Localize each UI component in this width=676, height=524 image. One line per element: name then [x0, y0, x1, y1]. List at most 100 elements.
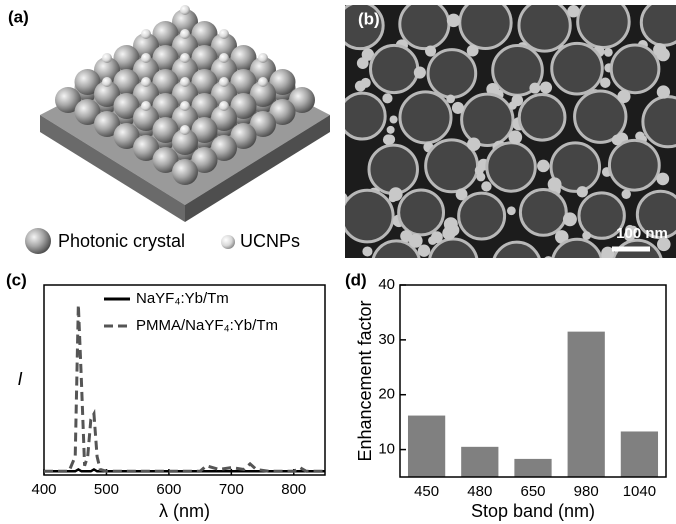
x-tick-label: 500	[94, 481, 119, 498]
panel-a	[40, 5, 330, 222]
sem-particle	[657, 85, 670, 98]
sem-particle	[601, 269, 614, 282]
x-tick-label: 650	[520, 483, 545, 500]
bar	[514, 459, 551, 477]
sphere	[172, 159, 198, 185]
nanoparticle	[180, 101, 190, 111]
sem-particle	[382, 93, 392, 103]
x-tick-label: 800	[281, 481, 306, 498]
sem-particle	[540, 81, 552, 93]
bar	[408, 416, 445, 477]
sem-particle	[334, 91, 343, 100]
sem-particle	[622, 190, 631, 199]
sem-grain	[641, 0, 676, 45]
sem-particle	[447, 14, 461, 28]
sem-grain	[460, 0, 511, 48]
nanoparticle	[219, 29, 229, 39]
sem-grain	[462, 94, 513, 145]
x-tick-label: 600	[156, 481, 181, 498]
sem-particle	[548, 177, 562, 191]
nanoparticle	[180, 53, 190, 63]
sem-particle	[507, 206, 516, 215]
x-tick-label: 400	[31, 481, 56, 498]
sem-particle	[467, 0, 479, 1]
nanoparticle	[219, 77, 229, 87]
panel-label: (a)	[8, 7, 29, 26]
sem-particle	[467, 137, 481, 151]
sem-particle	[657, 173, 670, 186]
sem-particle	[335, 192, 347, 204]
x-tick-label: 480	[467, 483, 492, 500]
legend-sphere	[25, 228, 51, 254]
nanoparticle	[180, 29, 190, 39]
nanoparticle	[180, 77, 190, 87]
sem-particle	[556, 0, 566, 5]
sem-particle	[442, 227, 455, 240]
x-tick-label: 980	[574, 483, 599, 500]
sem-grain	[552, 239, 602, 289]
sem-particle	[414, 66, 426, 78]
sem-grain	[519, 95, 565, 141]
sem-grain	[369, 145, 417, 193]
nanoparticle	[102, 77, 112, 87]
sem-particle	[467, 45, 479, 57]
sem-grain	[609, 140, 659, 190]
nanoparticle	[258, 77, 268, 87]
sem-particle	[389, 187, 403, 201]
sem-grain	[339, 93, 385, 139]
nanoparticle	[180, 5, 190, 15]
sem-grain	[487, 143, 535, 191]
sem-particle	[390, 115, 398, 123]
sem-particle	[383, 134, 394, 145]
sem-particle	[433, 0, 442, 1]
sem-particle	[622, 0, 630, 5]
sem-particle	[529, 83, 540, 94]
sem-grain	[520, 189, 566, 235]
sem-particle	[612, 135, 623, 146]
sem-particle	[478, 262, 492, 276]
nanoparticle	[258, 53, 268, 63]
sem-grain	[493, 242, 541, 290]
sem-particle	[577, 186, 588, 197]
sem-grain	[459, 193, 505, 239]
sem-particle	[452, 102, 464, 114]
x-tick-label: 1040	[623, 483, 656, 500]
sem-particle	[653, 43, 666, 56]
y-tick-label: 40	[378, 276, 395, 293]
sem-particle	[446, 95, 455, 104]
y-tick-label: 20	[378, 386, 395, 403]
y-tick-label: 10	[378, 441, 395, 458]
sem-particle	[355, 81, 366, 92]
sem-grain	[400, 0, 449, 49]
nanoparticle	[141, 77, 151, 87]
sem-particle	[481, 181, 491, 191]
panel-label: (c)	[6, 270, 27, 289]
sem-particle	[600, 78, 610, 88]
sem-particle	[563, 212, 577, 226]
sem-particle	[581, 288, 590, 297]
sem-particle	[431, 231, 443, 243]
nanoparticle	[141, 101, 151, 111]
legend-label: UCNPs	[240, 231, 300, 251]
sem-grain	[429, 239, 477, 287]
sem-particle	[617, 90, 630, 103]
sem-particle	[604, 48, 613, 57]
sem-particle	[641, 0, 655, 4]
sem-grain	[370, 45, 417, 92]
nanoparticle	[141, 53, 151, 63]
sem-particle	[425, 46, 436, 57]
sem-particle	[400, 230, 412, 242]
bar	[621, 431, 658, 477]
sem-particle	[540, 275, 550, 285]
y-axis-label: Enhancement factor	[355, 300, 375, 461]
sem-particle	[387, 126, 395, 134]
figure: 100 nm Photonic crystal UCNPs (a) (b) (c…	[0, 0, 676, 524]
y-tick-label: 30	[378, 331, 395, 348]
sem-particle	[324, 14, 334, 24]
nanoparticle	[219, 101, 229, 111]
sem-grain	[400, 92, 451, 143]
sem-particle	[354, 0, 367, 2]
x-tick-label: 700	[219, 481, 244, 498]
sem-grain	[578, 0, 629, 48]
nanoparticle	[102, 53, 112, 63]
